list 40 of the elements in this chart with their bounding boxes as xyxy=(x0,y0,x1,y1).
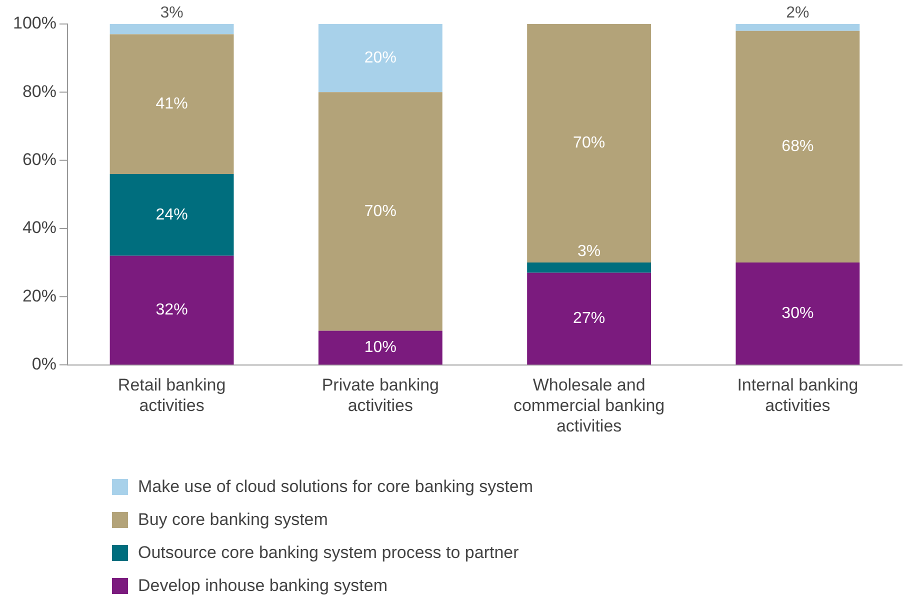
x-tick-label: Internal banking activities xyxy=(737,376,858,416)
data-label: 41% xyxy=(156,95,188,112)
bar xyxy=(527,272,652,365)
legend-label: Buy core banking system xyxy=(138,510,328,530)
bar xyxy=(527,262,652,273)
bar xyxy=(736,262,860,365)
data-label: 30% xyxy=(782,305,814,322)
data-label: 32% xyxy=(156,302,188,319)
x-tick-label: Wholesale and commercial banking activities xyxy=(513,376,665,436)
legend-label: Outsource core banking system process to partner xyxy=(138,542,519,562)
y-tick-label: 20% xyxy=(22,286,56,306)
y-tick-label: 100% xyxy=(12,14,56,33)
bar xyxy=(318,92,442,331)
data-label: 3% xyxy=(160,4,184,22)
data-label: 24% xyxy=(156,206,188,224)
data-label: 20% xyxy=(364,49,396,66)
legend-label: Make use of cloud solutions for core banking system xyxy=(138,476,533,496)
y-tick-label: 0% xyxy=(32,354,56,374)
bar xyxy=(527,24,652,263)
data-label: 27% xyxy=(573,310,606,328)
y-tick-label: 40% xyxy=(22,218,56,238)
data-label: 3% xyxy=(577,242,601,260)
data-label: 70% xyxy=(573,134,606,152)
data-label: 2% xyxy=(786,4,810,22)
bar xyxy=(736,24,860,31)
x-tick-label: Retail banking activities xyxy=(118,376,226,416)
bar xyxy=(110,34,234,174)
bar xyxy=(110,256,234,365)
bar xyxy=(318,24,442,92)
x-tick-label: Private banking activities xyxy=(322,376,440,416)
y-tick-label: 80% xyxy=(22,82,56,101)
bar xyxy=(110,24,234,34)
data-label: 68% xyxy=(782,138,814,156)
data-label: 70% xyxy=(364,202,396,220)
y-tick-label: 60% xyxy=(22,150,56,170)
bar xyxy=(110,174,234,256)
data-label: 10% xyxy=(364,339,396,356)
bar xyxy=(736,30,860,263)
bar xyxy=(318,330,442,365)
legend-label: Develop inhouse banking system xyxy=(138,576,388,596)
